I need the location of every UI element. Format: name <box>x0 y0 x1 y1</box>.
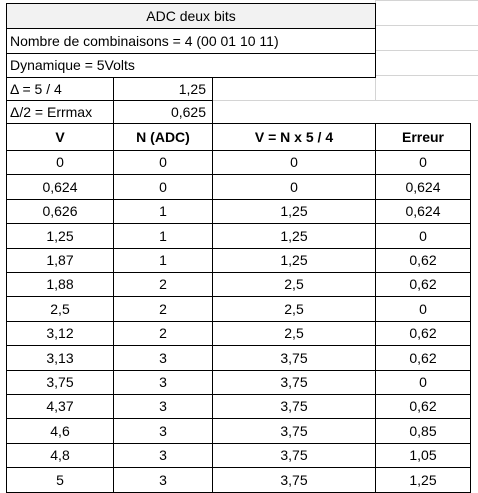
cell-n-adc[interactable]: 0 <box>113 174 213 200</box>
sheet-title[interactable]: ADC deux bits <box>6 3 376 29</box>
cell-erreur[interactable]: 0,62 <box>375 321 471 346</box>
cell-v-formula[interactable]: 3,75 <box>212 467 376 493</box>
cell-v[interactable]: 3,75 <box>6 370 114 395</box>
cell-n-adc[interactable]: 3 <box>113 345 213 371</box>
gridline <box>375 25 478 26</box>
cell-n-adc[interactable]: 1 <box>113 223 213 249</box>
cell-v-formula[interactable]: 2,5 <box>212 296 376 322</box>
cell-v[interactable]: 5 <box>6 467 114 493</box>
cell-erreur[interactable]: 0 <box>375 296 471 322</box>
dynamic-range-cell[interactable]: Dynamique = 5Volts <box>6 53 376 78</box>
cell-v-formula[interactable]: 2,5 <box>212 272 376 297</box>
gridline <box>375 50 478 51</box>
header-n-adc[interactable]: N (ADC) <box>113 123 213 151</box>
cell-n-adc[interactable]: 2 <box>113 272 213 297</box>
header-v-formula[interactable]: V = N x 5 / 4 <box>212 123 376 151</box>
cell-v[interactable]: 3,12 <box>6 321 114 346</box>
header-erreur[interactable]: Erreur <box>375 123 471 151</box>
cell-erreur[interactable]: 0,62 <box>375 394 471 419</box>
gridline <box>375 75 478 76</box>
errmax-value-cell[interactable]: 0,625 <box>113 100 213 124</box>
cell-n-adc[interactable]: 3 <box>113 370 213 395</box>
cell-v[interactable]: 4,37 <box>6 394 114 419</box>
cell-n-adc[interactable]: 2 <box>113 321 213 346</box>
cell-n-adc[interactable]: 3 <box>113 394 213 419</box>
combinations-cell[interactable]: Nombre de combinaisons = 4 (00 01 10 11) <box>6 28 376 54</box>
cell-n-adc[interactable]: 3 <box>113 418 213 444</box>
cell-v-formula[interactable]: 3,75 <box>212 418 376 444</box>
cell-erreur[interactable]: 1,25 <box>375 467 471 493</box>
cell-v[interactable]: 4,6 <box>6 418 114 444</box>
cell-v-formula[interactable]: 0 <box>212 150 376 175</box>
cell-erreur[interactable]: 0 <box>375 370 471 395</box>
cell-v[interactable]: 1,88 <box>6 272 114 297</box>
cell-v[interactable]: 3,13 <box>6 345 114 371</box>
cell-v-formula[interactable]: 1,25 <box>212 199 376 224</box>
cell-erreur[interactable]: 0,62 <box>375 248 471 273</box>
cell-v-formula[interactable]: 3,75 <box>212 370 376 395</box>
cell-v[interactable]: 2,5 <box>6 296 114 322</box>
cell-erreur[interactable]: 0,62 <box>375 272 471 297</box>
cell-v-formula[interactable]: 0 <box>212 174 376 200</box>
cell-v-formula[interactable]: 3,75 <box>212 345 376 371</box>
cell-erreur[interactable]: 0,624 <box>375 174 471 200</box>
cell-v-formula[interactable]: 1,25 <box>212 223 376 249</box>
cell-n-adc[interactable]: 3 <box>113 443 213 468</box>
cell-erreur[interactable]: 0 <box>375 150 471 175</box>
cell-erreur[interactable]: 1,05 <box>375 443 471 468</box>
cell-v[interactable]: 4,8 <box>6 443 114 468</box>
cell-v[interactable]: 0,624 <box>6 174 114 200</box>
cell-v[interactable]: 0 <box>6 150 114 175</box>
cell-v[interactable]: 1,87 <box>6 248 114 273</box>
cell-v-formula[interactable]: 1,25 <box>212 248 376 273</box>
delta-label-cell[interactable]: Δ = 5 / 4 <box>6 77 114 101</box>
cell-n-adc[interactable]: 1 <box>113 199 213 224</box>
errmax-label-cell[interactable]: Δ/2 = Errmax <box>6 100 114 124</box>
header-v[interactable]: V <box>6 123 114 151</box>
gridline <box>212 100 478 101</box>
cell-v-formula[interactable]: 3,75 <box>212 443 376 468</box>
cell-n-adc[interactable]: 1 <box>113 248 213 273</box>
cell-n-adc[interactable]: 2 <box>113 296 213 322</box>
gridline <box>375 0 478 1</box>
cell-erreur[interactable]: 0,62 <box>375 345 471 371</box>
cell-erreur[interactable]: 0,624 <box>375 199 471 224</box>
cell-v[interactable]: 0,626 <box>6 199 114 224</box>
cell-erreur[interactable]: 0,85 <box>375 418 471 444</box>
cell-erreur[interactable]: 0 <box>375 223 471 249</box>
cell-v[interactable]: 1,25 <box>6 223 114 249</box>
delta-value-cell[interactable]: 1,25 <box>113 77 213 101</box>
cell-v-formula[interactable]: 2,5 <box>212 321 376 346</box>
cell-n-adc[interactable]: 3 <box>113 467 213 493</box>
cell-v-formula[interactable]: 3,75 <box>212 394 376 419</box>
cell-n-adc[interactable]: 0 <box>113 150 213 175</box>
